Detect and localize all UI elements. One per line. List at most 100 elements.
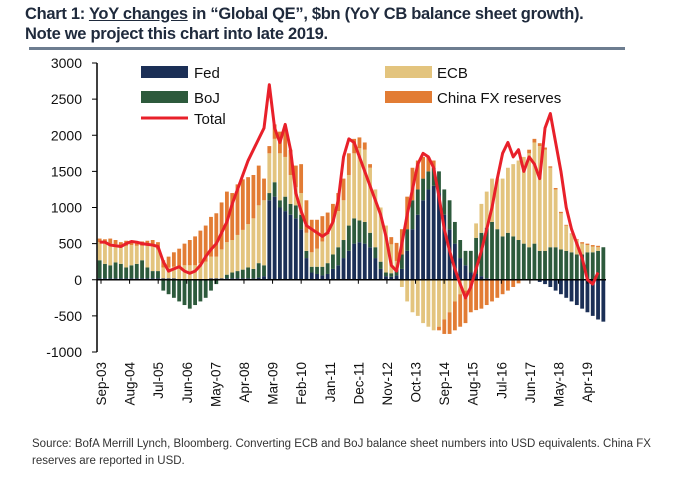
bar-fed: [468, 272, 473, 280]
bar-china: [506, 279, 510, 291]
bar-ecb: [521, 156, 526, 244]
bar-ecb: [224, 242, 229, 275]
bar-china: [293, 165, 298, 188]
legend-label-boj: BoJ: [194, 90, 220, 107]
bar-boj: [113, 262, 118, 279]
bar-ecb: [564, 225, 569, 251]
bar-fed: [421, 200, 425, 280]
bar-ecb: [103, 243, 107, 264]
bar-boj: [516, 240, 521, 280]
bar-china: [113, 240, 118, 245]
bar-fed: [357, 242, 362, 280]
bar-ecb: [230, 240, 235, 273]
bar-boj: [596, 250, 600, 280]
bar-ecb: [352, 153, 357, 219]
bar-ecb: [209, 256, 213, 279]
bar-boj: [458, 240, 463, 259]
bar-fed: [341, 258, 346, 280]
bar-china: [325, 212, 330, 235]
bar-boj: [447, 200, 452, 230]
bar-ecb: [463, 279, 468, 291]
x-tick-label: May-07: [208, 362, 223, 407]
total-line-layer: [99, 83, 600, 300]
bar-ecb: [384, 225, 388, 273]
x-tick-label: Aug-15: [466, 362, 481, 406]
bar-boj: [357, 220, 362, 243]
bar-china: [389, 237, 394, 245]
bar-boj: [140, 260, 144, 279]
bar-fed: [442, 214, 447, 280]
bar-boj: [543, 250, 547, 280]
bar-fed: [601, 279, 606, 322]
y-tick-label: 3000: [51, 55, 82, 71]
bar-china: [187, 240, 192, 266]
legend-label-ecb: ECB: [437, 65, 468, 82]
bar-china: [341, 178, 346, 201]
bar-boj: [320, 266, 325, 276]
bar-china: [415, 160, 420, 190]
bar-ecb: [161, 267, 166, 279]
bar-china: [320, 216, 325, 242]
bar-boj: [368, 232, 372, 248]
bar-china: [288, 149, 293, 175]
bar-ecb: [484, 191, 489, 228]
bar-ecb: [288, 174, 293, 204]
bar-ecb: [325, 234, 330, 264]
x-tick-label: Sep-03: [94, 362, 109, 406]
bar-fed: [309, 272, 314, 280]
bar-boj: [177, 279, 182, 302]
bar-boj: [548, 247, 553, 280]
bar-boj: [97, 260, 102, 279]
bar-fed: [272, 196, 277, 280]
bar-ecb: [452, 279, 457, 302]
bar-fed: [574, 279, 579, 306]
bar-fed: [410, 229, 415, 280]
bar-ecb: [368, 167, 372, 233]
bar-boj: [384, 272, 388, 277]
bar-boj: [262, 265, 266, 277]
bar-china: [585, 243, 590, 246]
bar-boj: [272, 182, 277, 197]
bar-ecb: [283, 156, 288, 197]
bar-fed: [548, 279, 553, 287]
bar-fed: [458, 258, 463, 280]
bar-boj: [171, 279, 176, 298]
bar-china: [150, 240, 155, 246]
bar-ecb: [235, 234, 240, 272]
bar-fed: [569, 279, 574, 302]
bar-boj: [288, 203, 293, 215]
x-tick-label: Jun-06: [180, 362, 195, 403]
bar-boj: [346, 225, 351, 251]
legend-label-total: Total: [194, 111, 226, 128]
bar-boj: [500, 236, 505, 280]
bar-fed: [384, 276, 388, 280]
bar-china: [193, 236, 197, 266]
bar-fed: [564, 279, 569, 298]
bar-china: [426, 156, 431, 172]
bar-boj: [521, 243, 526, 280]
bar-boj: [585, 252, 590, 280]
bar-china: [468, 279, 473, 313]
bar-china: [559, 211, 563, 214]
bar-boj: [214, 279, 219, 285]
bar-china: [362, 142, 367, 150]
bar-fed: [352, 243, 357, 280]
bar-ecb: [415, 279, 420, 316]
bar-ecb: [315, 248, 319, 267]
bar-china: [543, 147, 547, 150]
bar-china: [532, 138, 537, 143]
bar-fed: [368, 247, 372, 280]
bar-boj: [278, 200, 282, 208]
bar-boj: [421, 178, 425, 201]
bar-china: [548, 166, 553, 168]
bar-ecb: [506, 167, 510, 233]
bar-boj: [431, 167, 436, 186]
bar-fed: [405, 250, 410, 280]
bar-ecb: [118, 245, 123, 264]
bar-boj: [341, 240, 346, 259]
bar-china: [251, 174, 256, 219]
bar-boj: [124, 267, 129, 279]
bar-china: [357, 137, 362, 149]
bar-ecb: [272, 138, 277, 183]
bar-china: [118, 242, 123, 246]
